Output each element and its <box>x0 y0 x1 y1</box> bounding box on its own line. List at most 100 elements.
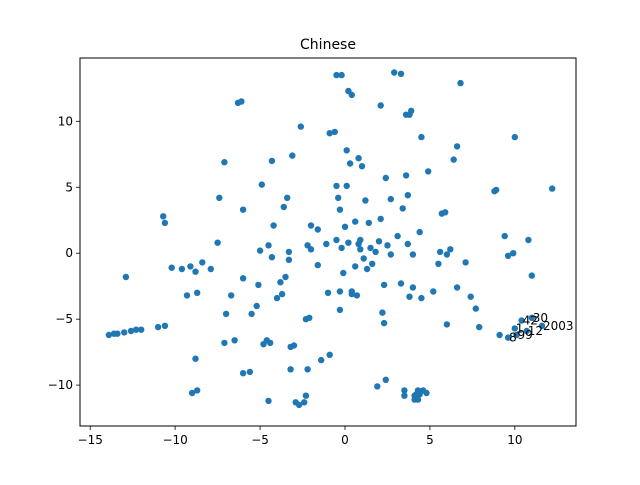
data-point <box>194 289 201 296</box>
data-point <box>467 293 474 300</box>
data-point <box>357 246 364 253</box>
plot-frame <box>79 57 577 427</box>
data-point <box>423 389 430 397</box>
x-tick-label: 0 <box>341 433 349 447</box>
data-point <box>335 194 342 201</box>
data-point <box>346 160 354 167</box>
data-point <box>387 251 394 258</box>
data-point <box>404 240 411 248</box>
data-point <box>341 223 349 230</box>
data-point <box>333 236 340 244</box>
data-point <box>222 310 230 318</box>
data-point <box>397 280 405 287</box>
data-point <box>122 273 130 281</box>
labelled-data-point <box>538 322 546 329</box>
data-point <box>221 339 228 347</box>
data-point <box>110 330 118 337</box>
data-point <box>436 248 444 256</box>
point-label: 8 <box>509 331 517 345</box>
x-tick-label: 5 <box>426 433 434 447</box>
data-point <box>265 242 272 249</box>
data-point <box>418 294 425 302</box>
data-point <box>377 215 384 223</box>
data-point <box>382 174 389 182</box>
data-point <box>408 107 415 115</box>
data-point <box>380 281 388 289</box>
data-point <box>453 143 461 150</box>
data-point <box>380 319 388 327</box>
data-point <box>318 356 325 364</box>
data-point <box>365 219 372 227</box>
data-point <box>493 186 500 194</box>
data-point <box>352 263 359 270</box>
data-point <box>239 370 247 377</box>
data-point <box>363 265 371 273</box>
data-point <box>302 392 310 399</box>
data-point <box>511 133 518 141</box>
data-point <box>323 240 330 248</box>
data-point <box>121 329 128 336</box>
x-axis: −15 −10 −5 0 5 10 <box>78 426 522 447</box>
data-point <box>248 310 255 318</box>
data-point <box>258 181 265 188</box>
y-tick-label: 5 <box>65 180 73 194</box>
data-point <box>333 71 340 79</box>
point-label: 1 <box>516 321 524 335</box>
data-point <box>397 70 405 78</box>
data-point <box>192 355 199 362</box>
data-point <box>255 281 262 289</box>
data-point <box>307 246 315 253</box>
data-point <box>221 159 228 166</box>
labelled-data-point <box>518 317 525 324</box>
data-point <box>168 264 175 271</box>
data-point <box>496 331 503 339</box>
data-point <box>161 322 169 329</box>
data-point <box>377 102 384 109</box>
data-point <box>362 197 369 204</box>
data-point <box>379 309 386 316</box>
data-point <box>127 327 135 335</box>
data-point <box>301 399 308 406</box>
data-point <box>187 263 194 270</box>
data-point <box>192 268 199 275</box>
data-point <box>394 232 401 240</box>
data-point <box>430 288 437 295</box>
data-point <box>348 288 355 295</box>
data-point <box>501 232 508 240</box>
data-point <box>443 251 451 258</box>
data-point <box>267 339 274 347</box>
data-point <box>307 222 315 229</box>
labelled-data-point <box>523 327 530 335</box>
x-tick-label: −5 <box>251 433 269 447</box>
data-point <box>231 337 238 344</box>
data-point <box>273 294 281 302</box>
data-point <box>160 213 167 220</box>
data-point <box>336 288 344 295</box>
data-point <box>416 228 423 236</box>
data-point <box>352 218 359 225</box>
data-point <box>228 292 235 299</box>
data-point <box>336 306 344 314</box>
data-point <box>476 323 483 331</box>
data-point <box>435 260 442 267</box>
point-label: 12 <box>528 324 543 338</box>
data-point <box>382 376 389 383</box>
data-point <box>183 292 191 299</box>
data-point <box>369 260 376 267</box>
data-point <box>406 293 413 300</box>
y-tick-label: 0 <box>65 246 73 260</box>
data-point <box>402 172 410 179</box>
y-tick-label: −10 <box>48 378 73 392</box>
data-point <box>442 209 449 216</box>
points-layer <box>105 69 556 409</box>
data-point <box>246 368 254 376</box>
data-point <box>282 273 289 281</box>
data-point <box>447 246 454 253</box>
data-point <box>326 351 333 358</box>
data-point <box>207 265 214 273</box>
data-point <box>358 163 366 170</box>
data-point <box>343 182 350 190</box>
data-point <box>238 98 245 105</box>
data-point <box>194 387 201 394</box>
